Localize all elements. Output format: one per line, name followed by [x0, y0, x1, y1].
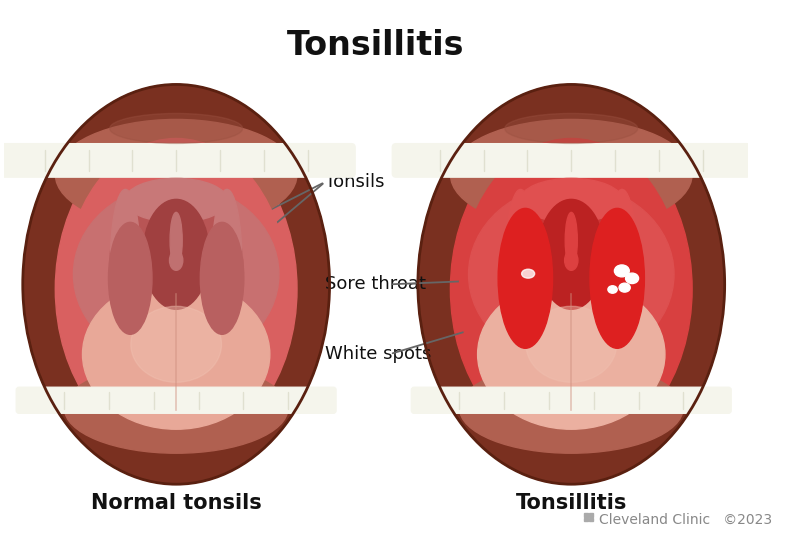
Ellipse shape — [459, 138, 683, 440]
Ellipse shape — [22, 84, 330, 484]
Ellipse shape — [170, 250, 183, 271]
Ellipse shape — [110, 114, 242, 143]
Text: Tonsillitis: Tonsillitis — [515, 493, 627, 513]
Ellipse shape — [619, 283, 630, 292]
Ellipse shape — [212, 190, 242, 339]
Ellipse shape — [131, 306, 222, 382]
Ellipse shape — [566, 212, 578, 268]
Ellipse shape — [143, 199, 210, 309]
Text: Cleveland Clinic   ©2023: Cleveland Clinic ©2023 — [599, 512, 772, 527]
FancyBboxPatch shape — [589, 518, 593, 521]
Ellipse shape — [55, 120, 297, 229]
Ellipse shape — [565, 250, 578, 271]
Ellipse shape — [538, 199, 605, 309]
Ellipse shape — [614, 265, 630, 277]
FancyBboxPatch shape — [392, 144, 750, 177]
Ellipse shape — [520, 179, 622, 223]
Ellipse shape — [498, 208, 553, 348]
Ellipse shape — [125, 179, 227, 223]
Text: White spots: White spots — [325, 345, 431, 363]
Ellipse shape — [418, 84, 725, 484]
Ellipse shape — [608, 286, 617, 293]
Ellipse shape — [109, 223, 152, 334]
Ellipse shape — [82, 279, 270, 429]
Ellipse shape — [450, 120, 692, 229]
Ellipse shape — [607, 190, 637, 339]
Ellipse shape — [170, 212, 182, 268]
Text: Tonsils: Tonsils — [325, 173, 385, 191]
Ellipse shape — [522, 269, 534, 278]
Ellipse shape — [110, 190, 141, 339]
Text: Tonsillitis: Tonsillitis — [287, 29, 465, 62]
Ellipse shape — [459, 363, 683, 453]
Ellipse shape — [626, 273, 638, 284]
Ellipse shape — [478, 279, 665, 429]
Ellipse shape — [469, 185, 674, 364]
Ellipse shape — [110, 180, 242, 349]
Ellipse shape — [590, 208, 644, 348]
Ellipse shape — [55, 126, 297, 452]
Ellipse shape — [505, 180, 638, 349]
Ellipse shape — [526, 306, 617, 382]
FancyBboxPatch shape — [589, 513, 593, 517]
FancyBboxPatch shape — [16, 387, 336, 413]
FancyBboxPatch shape — [584, 513, 588, 517]
Ellipse shape — [64, 138, 288, 440]
Ellipse shape — [506, 190, 536, 339]
Ellipse shape — [505, 114, 638, 143]
Ellipse shape — [450, 126, 692, 452]
Text: Normal tonsils: Normal tonsils — [90, 493, 262, 513]
Ellipse shape — [200, 223, 244, 334]
Ellipse shape — [503, 223, 547, 334]
Ellipse shape — [64, 363, 288, 453]
FancyBboxPatch shape — [0, 144, 355, 177]
FancyBboxPatch shape — [584, 518, 588, 521]
FancyBboxPatch shape — [411, 387, 731, 413]
Ellipse shape — [74, 185, 279, 364]
Ellipse shape — [595, 223, 639, 334]
Text: Sore throat: Sore throat — [325, 276, 426, 293]
